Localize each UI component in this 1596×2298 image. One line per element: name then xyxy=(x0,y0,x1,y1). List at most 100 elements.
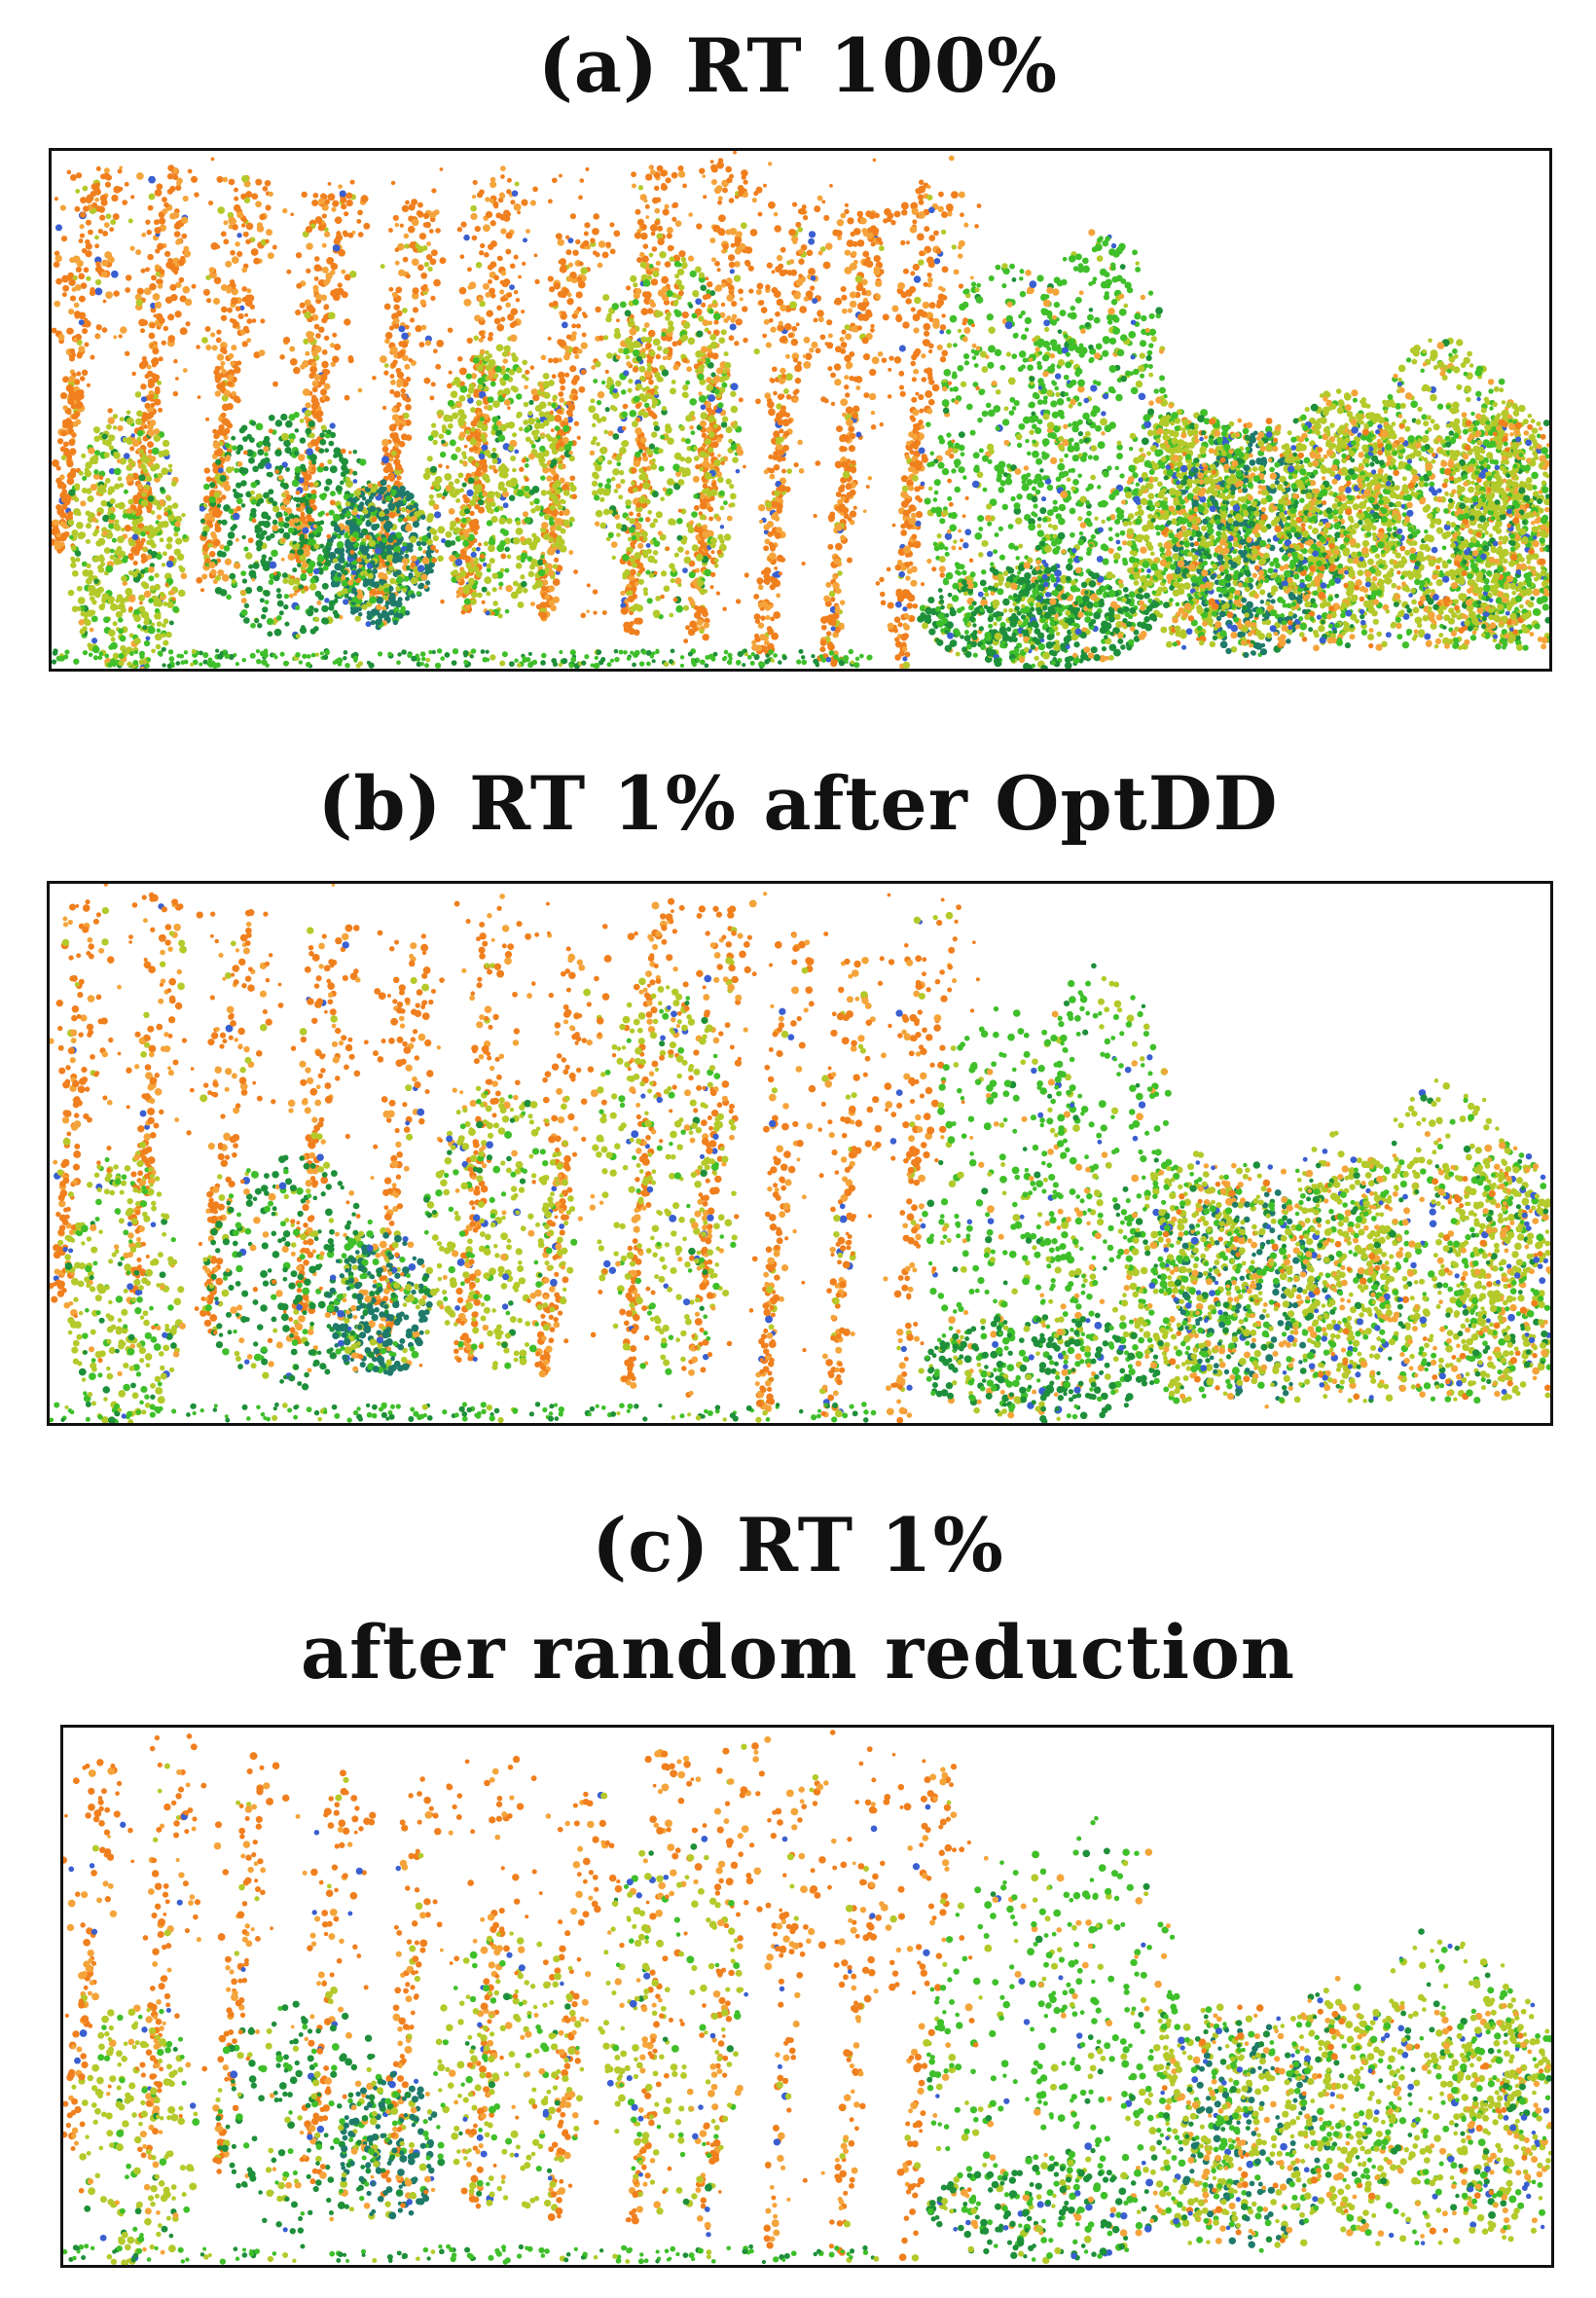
point-cloud-dot xyxy=(487,243,494,250)
point-cloud-dot xyxy=(655,260,662,267)
point-cloud-dot xyxy=(158,217,166,225)
point-cloud-dot xyxy=(86,198,92,204)
point-cloud-dot xyxy=(202,483,210,491)
point-cloud-dot xyxy=(71,432,77,438)
point-cloud-dot xyxy=(449,439,456,447)
point-cloud-dot xyxy=(341,291,348,299)
point-cloud-dot xyxy=(721,248,726,254)
point-cloud-dot xyxy=(368,539,377,547)
point-cloud-dot xyxy=(337,572,343,578)
point-cloud-dot xyxy=(889,355,894,361)
point-cloud-dot xyxy=(360,195,369,203)
point-cloud-dot xyxy=(417,582,425,590)
point-cloud-dot xyxy=(648,379,654,385)
point-cloud-dot xyxy=(429,465,438,473)
point-cloud-dot xyxy=(432,534,439,542)
point-cloud-dot xyxy=(529,440,534,445)
point-cloud-dot xyxy=(404,553,410,559)
point-cloud-dot xyxy=(462,587,470,595)
point-cloud-dot xyxy=(559,446,564,453)
point-cloud-dot xyxy=(246,338,252,344)
point-cloud-dot xyxy=(462,493,468,500)
point-cloud-dot xyxy=(562,424,570,432)
point-cloud-dot xyxy=(423,584,428,590)
point-cloud-dot xyxy=(615,380,622,387)
point-cloud-dot xyxy=(629,621,635,627)
point-cloud-dot xyxy=(233,366,241,374)
point-cloud-dot xyxy=(232,445,237,451)
point-cloud-dot xyxy=(412,287,419,295)
point-cloud-dot xyxy=(653,384,659,390)
point-cloud-dot xyxy=(68,439,76,447)
point-cloud-dot xyxy=(300,625,306,630)
point-cloud-dot xyxy=(400,387,406,394)
point-cloud-dot xyxy=(563,346,570,351)
point-cloud-dot xyxy=(470,204,477,212)
point-cloud-dot xyxy=(225,455,232,460)
point-cloud-dot xyxy=(693,611,702,619)
point-cloud-dot xyxy=(909,415,915,420)
point-cloud-dot xyxy=(317,224,325,232)
point-cloud-dot xyxy=(231,390,236,397)
point-cloud-dot xyxy=(297,548,305,556)
point-cloud-dot xyxy=(704,568,712,577)
point-cloud-dot xyxy=(236,444,244,452)
point-cloud-dot xyxy=(231,345,237,351)
point-cloud-dot xyxy=(910,565,918,573)
point-cloud-dot xyxy=(552,394,558,400)
point-cloud-dot xyxy=(506,554,512,560)
point-cloud-dot xyxy=(478,453,486,460)
point-cloud-dot xyxy=(469,438,478,446)
point-cloud-dot xyxy=(729,484,735,490)
point-cloud-dot xyxy=(283,593,290,600)
point-cloud-dot xyxy=(97,205,106,213)
point-cloud-dot xyxy=(299,302,306,309)
point-cloud-dot xyxy=(383,370,389,376)
point-cloud-dot xyxy=(372,568,379,574)
point-cloud-dot xyxy=(638,473,646,481)
point-cloud-dot xyxy=(315,293,322,300)
point-cloud-dot xyxy=(389,374,395,379)
point-cloud-dot xyxy=(660,184,668,192)
point-cloud-dot xyxy=(856,210,864,218)
point-cloud-dot xyxy=(661,331,667,337)
point-cloud-dot xyxy=(490,381,496,387)
point-cloud-dot xyxy=(516,489,525,497)
point-cloud-dot xyxy=(370,608,379,616)
point-cloud-dot xyxy=(493,203,499,209)
point-cloud-dot xyxy=(682,183,687,189)
point-cloud-dot xyxy=(876,237,882,243)
point-cloud-dot xyxy=(94,197,100,202)
point-cloud-dot xyxy=(710,165,718,173)
point-cloud-dot xyxy=(466,489,474,497)
point-cloud-dot xyxy=(495,420,502,426)
point-cloud-dot xyxy=(292,567,298,573)
point-cloud-dot xyxy=(686,366,693,373)
point-cloud-dot xyxy=(819,646,826,653)
point-cloud-dot xyxy=(223,238,230,245)
point-cloud-dot xyxy=(743,179,748,185)
point-cloud-dot xyxy=(358,544,367,553)
point-cloud-dot xyxy=(632,348,640,357)
point-cloud-dot xyxy=(546,475,553,482)
panel-a-title-line-1: (a) RT 100% xyxy=(0,19,1596,113)
point-cloud-dot xyxy=(326,429,332,435)
point-cloud-dot xyxy=(352,530,360,538)
point-cloud-dot xyxy=(918,259,925,266)
point-cloud-dot xyxy=(81,247,88,254)
point-cloud-dot xyxy=(416,209,423,217)
point-cloud-dot xyxy=(505,480,513,488)
point-cloud-dot xyxy=(803,336,811,344)
point-cloud-dot xyxy=(559,265,567,274)
point-cloud-dot xyxy=(316,417,323,423)
point-cloud-dot xyxy=(712,376,721,383)
point-cloud-dot xyxy=(597,262,603,269)
point-cloud-dot xyxy=(271,549,278,558)
point-cloud-dot xyxy=(620,389,627,395)
point-cloud-dot xyxy=(52,519,59,527)
point-cloud-dot xyxy=(473,560,479,565)
point-cloud-dot xyxy=(264,452,269,457)
point-cloud-dot xyxy=(395,569,402,576)
point-cloud-dot xyxy=(84,342,90,347)
point-cloud-dot xyxy=(409,535,417,544)
